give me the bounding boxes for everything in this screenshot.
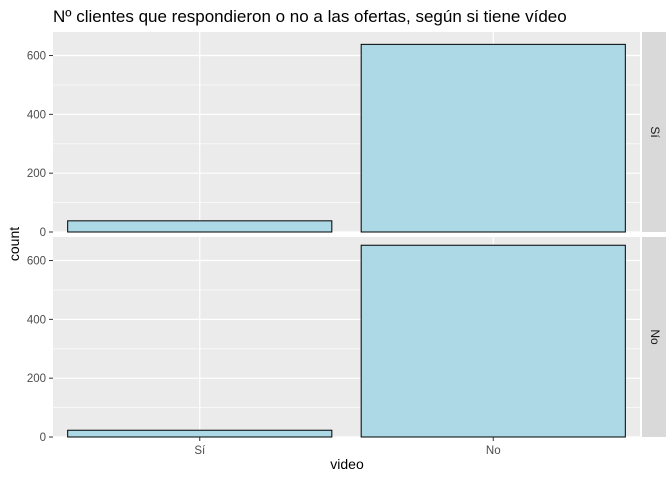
y-tick-label: 600 (27, 256, 46, 268)
bar (360, 244, 626, 438)
x-axis-title: video (330, 456, 364, 472)
y-tick-label: 400 (27, 314, 46, 326)
y-axis-title: count (6, 227, 22, 261)
facet-panels: 0 200 400 600 Sí 0 200 400 600 No (27, 32, 666, 444)
facet-strip (642, 32, 666, 232)
y-tick-label: 200 (27, 373, 46, 385)
y-tick-label: 200 (27, 168, 46, 180)
y-tick-label: 0 (40, 227, 46, 239)
y-tick-label: 600 (27, 51, 46, 63)
bar (360, 43, 626, 233)
facet-strip-label: No (648, 329, 662, 345)
facet-strip-label: Sí (648, 126, 662, 138)
x-tick-label: Sí (194, 445, 206, 457)
x-axis-ticks: Sí No (194, 437, 501, 457)
facet-panel: 0 200 400 600 No (27, 237, 666, 444)
x-tick-label: No (486, 445, 501, 457)
bar (67, 220, 333, 233)
facet-strip (642, 237, 666, 437)
facet-panel: 0 200 400 600 Sí (27, 32, 666, 239)
y-tick-label: 400 (27, 109, 46, 121)
chart-title: Nº clientes que respondieron o no a las … (53, 7, 567, 26)
y-tick-label: 0 (40, 432, 46, 444)
bar (67, 429, 333, 438)
